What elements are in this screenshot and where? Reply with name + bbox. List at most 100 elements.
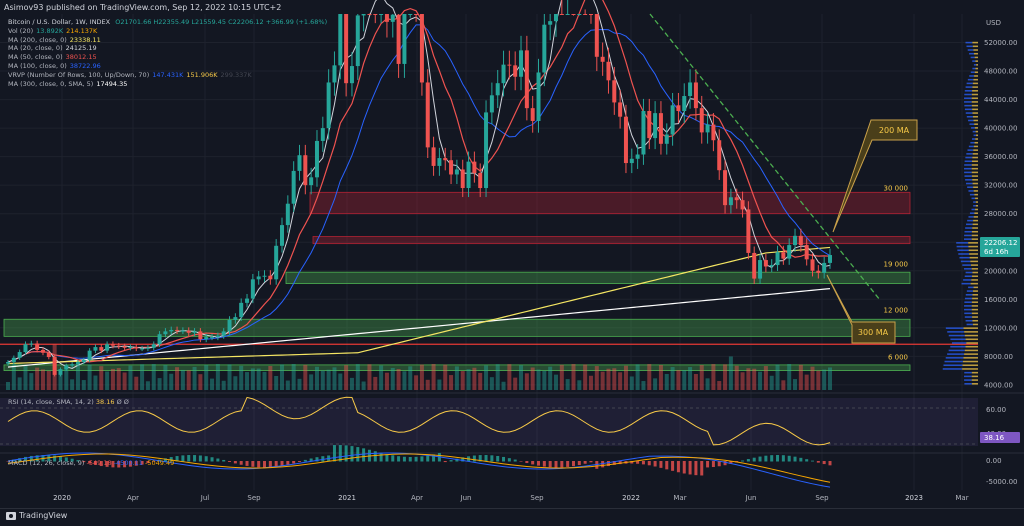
- vrvp-bar-up: [968, 119, 974, 122]
- macd-histogram-bar: [571, 461, 575, 467]
- candle-body: [256, 276, 261, 280]
- vrvp-bar-down: [976, 64, 978, 66]
- volume-bar: [256, 368, 261, 390]
- price-tick-label: 20000.00: [984, 267, 1017, 275]
- time-tick-label: 2022: [622, 494, 640, 502]
- macd-histogram-bar: [560, 461, 564, 468]
- candle-body: [408, 14, 413, 15]
- vrvp-bar-up: [973, 204, 976, 207]
- volume-bar: [110, 368, 115, 390]
- tradingview-brand: TradingView: [19, 511, 68, 520]
- volume-bar: [233, 376, 238, 390]
- legend-row-value: 23338.11: [69, 35, 101, 44]
- candle-body: [577, 14, 582, 15]
- candle-body: [571, 14, 576, 15]
- volume-bar: [180, 369, 185, 390]
- vrvp-bar-down: [971, 238, 978, 240]
- vrvp-bar-up: [956, 245, 969, 248]
- candle-body: [804, 245, 809, 260]
- vrvp-bar-down: [973, 186, 978, 189]
- vrvp-bar-down: [972, 271, 978, 274]
- vrvp-bar-down: [972, 297, 978, 300]
- time-tick-label: Jun: [745, 494, 757, 502]
- macd-label: MACD (12, 26, close, 9): [8, 459, 85, 467]
- vrvp-bar-up: [964, 167, 972, 170]
- volume-bar: [361, 381, 366, 390]
- callout-200-ma-box: [832, 119, 918, 233]
- vrvp-bar-up: [960, 260, 971, 263]
- volume-bar: [186, 370, 191, 390]
- volume-bar: [804, 374, 809, 390]
- vrvp-bar-down: [973, 119, 978, 122]
- candle-body: [349, 66, 354, 84]
- macd-histogram-bar: [478, 455, 482, 462]
- vrvp-bar-down: [973, 145, 978, 148]
- vrvp-bar-down: [964, 331, 978, 333]
- macd-histogram-bar: [397, 456, 401, 462]
- volume-bar: [116, 368, 121, 390]
- vrvp-bar-down: [971, 268, 978, 270]
- macd-histogram-bar: [577, 461, 581, 466]
- candle-body: [309, 177, 314, 186]
- volume-bar: [758, 371, 763, 390]
- candle-body: [361, 14, 366, 16]
- volume-bar: [588, 375, 593, 390]
- candle-body: [210, 337, 215, 339]
- legend-row: Vol (20) 13.892K 214.137K: [8, 27, 330, 36]
- volume-bar: [274, 376, 279, 390]
- macd-histogram-bar: [350, 446, 354, 462]
- vrvp-bar-up: [969, 75, 975, 77]
- macd-histogram-bar: [29, 455, 33, 462]
- vrvp-bar-down: [968, 245, 978, 248]
- rsi-badge-value: 38.16: [984, 434, 1005, 442]
- candle-body: [478, 173, 483, 189]
- legend-symbol-row: Bitcoin / U.S. Dollar, 1W, INDEX O21701.…: [8, 18, 330, 27]
- macd-histogram-bar: [426, 455, 430, 462]
- rsi-band: [0, 398, 978, 446]
- vrvp-bar-up: [964, 171, 972, 174]
- macd-histogram-bar: [583, 461, 587, 464]
- vrvp-bar-down: [974, 123, 978, 125]
- candle-body: [670, 105, 675, 135]
- level-label: 6 000: [888, 353, 908, 361]
- vrvp-bar-up: [973, 134, 977, 137]
- vrvp-bar-down: [971, 101, 978, 103]
- candle-body: [822, 262, 827, 273]
- candle-body: [594, 14, 599, 57]
- macd-histogram-bar: [647, 461, 651, 466]
- macd-histogram-bar: [700, 461, 704, 476]
- legend-row: MA (100, close, 0) 38722.96: [8, 62, 330, 71]
- macd-histogram-bar: [799, 457, 803, 462]
- vrvp-bar-up: [964, 97, 972, 99]
- vrvp-bar-up: [969, 193, 975, 196]
- macd-histogram-bar: [420, 456, 424, 462]
- vrvp-bar-up: [947, 353, 965, 355]
- macd-histogram-bar: [99, 461, 103, 467]
- volume-bar: [775, 364, 780, 390]
- candle-body: [326, 82, 331, 129]
- macd-histogram-bar: [309, 458, 313, 462]
- candle-body: [110, 344, 115, 346]
- vrvp-bar-up: [966, 115, 973, 118]
- candle-body: [70, 364, 75, 366]
- candle-body: [449, 160, 454, 175]
- volume-bar: [390, 367, 395, 390]
- candle-body: [612, 80, 617, 103]
- macd-histogram-bar: [373, 451, 377, 462]
- price-tick-label: 36000.00: [984, 153, 1017, 161]
- macd-histogram-bar: [606, 461, 610, 467]
- vrvp-bar-down: [975, 197, 978, 200]
- candle-body: [431, 147, 436, 166]
- candle-body: [332, 65, 337, 83]
- vrvp-bar-up: [972, 60, 976, 62]
- vrvp-bar-up: [968, 286, 974, 289]
- candle-body: [303, 155, 308, 186]
- vrvp-bar-down: [971, 234, 978, 237]
- candle-body: [618, 102, 623, 117]
- vrvp-bar-up: [965, 41, 973, 44]
- macd-histogram-bar: [58, 456, 62, 462]
- vrvp-bar-down: [971, 279, 978, 281]
- macd-histogram-bar: [128, 461, 132, 467]
- volume-bar: [688, 367, 693, 390]
- vrvp-bar-down: [962, 364, 978, 367]
